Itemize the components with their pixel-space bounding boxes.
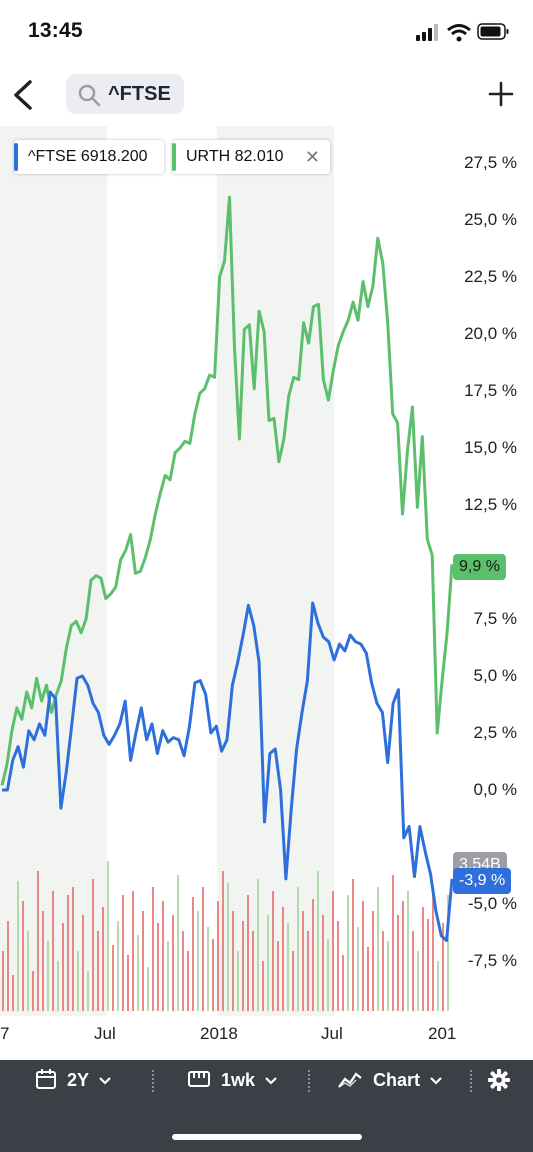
legend-ftse-label: ^FTSE 6918.200 (28, 148, 148, 165)
legend-urth[interactable]: URTH 82.010 ✕ (172, 140, 330, 174)
back-chevron-icon[interactable] (10, 78, 40, 112)
chart-toolbar: 2Y 1wk Chart (0, 1060, 533, 1152)
cellular-signal-icon (416, 24, 438, 41)
y-tick: -7,5 % (467, 951, 517, 970)
y-tick: 17,5 % (464, 381, 517, 400)
x-tick: Jul (94, 1024, 116, 1043)
ftse-series-line (2, 601, 454, 942)
wifi-icon (447, 24, 471, 42)
x-tick: Jul (321, 1024, 343, 1043)
interval-value: 1wk (221, 1070, 256, 1090)
y-tick: 25,0 % (464, 210, 517, 229)
urth-series-line (0, 195, 454, 786)
y-tick: 5,0 % (473, 666, 517, 685)
volume-bars (2, 861, 449, 1011)
divider (308, 1070, 310, 1092)
price-chart[interactable] (0, 126, 533, 1066)
divider (470, 1070, 472, 1092)
divider (152, 1070, 154, 1092)
legend-urth-label: URTH 82.010 (186, 148, 284, 165)
ftse-color-swatch (14, 143, 18, 171)
range-value: 2Y (67, 1070, 89, 1090)
y-tick: 15,0 % (464, 438, 517, 457)
y-tick: 22,5 % (464, 267, 517, 286)
y-tick: 2,5 % (473, 723, 517, 742)
period-band (217, 126, 334, 1016)
urth-last-value-badge: 9,9 % (453, 554, 506, 580)
chart-type-value: Chart (373, 1070, 421, 1090)
home-indicator (172, 1134, 362, 1140)
remove-comparison-icon[interactable]: ✕ (304, 147, 320, 167)
x-tick: 7 (0, 1024, 10, 1043)
chart-type-selector[interactable]: Chart (338, 1060, 443, 1100)
nav-bar: ^FTSE (0, 66, 533, 126)
symbol-search-field[interactable]: ^FTSE (66, 74, 184, 114)
interval-selector[interactable]: 1wk (188, 1060, 278, 1100)
chevron-down-icon (430, 1077, 442, 1085)
chevron-down-icon (98, 1077, 111, 1085)
range-selector[interactable]: 2Y (36, 1060, 112, 1100)
battery-icon (477, 23, 509, 40)
urth-color-swatch (172, 143, 176, 171)
y-tick: 0,0 % (473, 780, 517, 799)
search-icon (78, 84, 101, 107)
x-tick: 2018 (200, 1024, 238, 1043)
status-bar: 13:45 (0, 0, 533, 66)
clock: 13:45 (28, 19, 83, 42)
legend-ftse[interactable]: ^FTSE 6918.200 (14, 140, 164, 174)
y-tick: 20,0 % (464, 324, 517, 343)
x-tick: 201 (428, 1024, 457, 1043)
shaded-period-bands (0, 126, 334, 1016)
settings-gear-icon[interactable] (488, 1069, 510, 1091)
y-tick: -5,0 % (467, 894, 517, 913)
status-icons (416, 23, 509, 42)
ruler-icon (188, 1071, 210, 1087)
period-band (0, 126, 107, 1016)
calendar-icon (36, 1069, 56, 1089)
y-tick: 12,5 % (464, 495, 517, 514)
y-tick: 27,5 % (464, 153, 517, 172)
chevron-down-icon (265, 1077, 277, 1085)
ftse-last-value-badge: -3,9 % (453, 868, 512, 894)
line-chart-icon (338, 1072, 362, 1088)
y-tick: 7,5 % (473, 609, 517, 628)
add-comparison-icon[interactable] (487, 78, 515, 110)
search-text: ^FTSE (108, 83, 171, 105)
